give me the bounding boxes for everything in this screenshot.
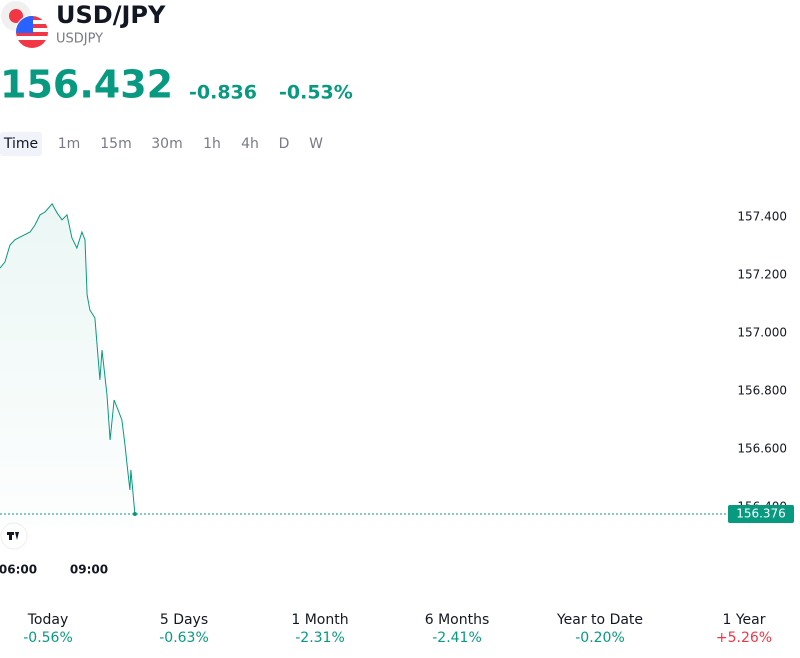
x-tick-label: 06:00: [0, 563, 37, 577]
interval-button[interactable]: D: [279, 136, 290, 152]
period-label: Today: [27, 612, 69, 628]
price: 156.432: [0, 63, 173, 107]
jp-sun: [9, 9, 23, 23]
period-label: 1 Month: [291, 612, 348, 628]
y-tick-label: 157.200: [737, 267, 787, 281]
flags: [1, 1, 49, 49]
y-tick-label: 157.400: [737, 209, 787, 223]
period-change: -0.63%: [159, 630, 209, 646]
period-label: 6 Months: [425, 612, 490, 628]
price-line: [0, 203, 136, 515]
interval-button[interactable]: 15m: [100, 136, 131, 152]
interval-button[interactable]: 4h: [241, 136, 259, 152]
tv-logo: [0, 522, 28, 550]
y-tick-label: 156.600: [737, 441, 787, 455]
period-label: 5 Days: [160, 612, 208, 628]
selected-interval: [0, 132, 42, 156]
period-change: +5.26%: [716, 630, 772, 646]
us-flag: [16, 16, 48, 48]
last-point: [132, 511, 137, 516]
last-price-box: [728, 504, 794, 523]
period-change: -0.56%: [23, 630, 73, 646]
interval-button[interactable]: W: [309, 136, 323, 152]
period-change: -2.31%: [295, 630, 345, 646]
interval-button[interactable]: 1h: [203, 136, 221, 152]
period-change: -2.41%: [432, 630, 482, 646]
area: [0, 203, 135, 525]
symbol: USD/JPY: [56, 1, 166, 29]
last-price-label: 156.376: [736, 506, 786, 520]
ticker: USDJPY: [56, 32, 103, 47]
price-change-percent: -0.53%: [279, 82, 353, 104]
interval-button[interactable]: 1m: [58, 136, 81, 152]
interval-button[interactable]: Time: [3, 136, 38, 152]
y-tick-label: 156.800: [737, 383, 787, 397]
period-change: -0.20%: [575, 630, 625, 646]
period-label: 1 Year: [723, 612, 766, 628]
y-tick-label: 157.000: [737, 325, 787, 339]
x-tick-label: 09:00: [70, 563, 108, 577]
price-change: -0.836: [189, 82, 257, 104]
interval-button[interactable]: 30m: [151, 136, 182, 152]
period-label: Year to Date: [556, 612, 643, 628]
